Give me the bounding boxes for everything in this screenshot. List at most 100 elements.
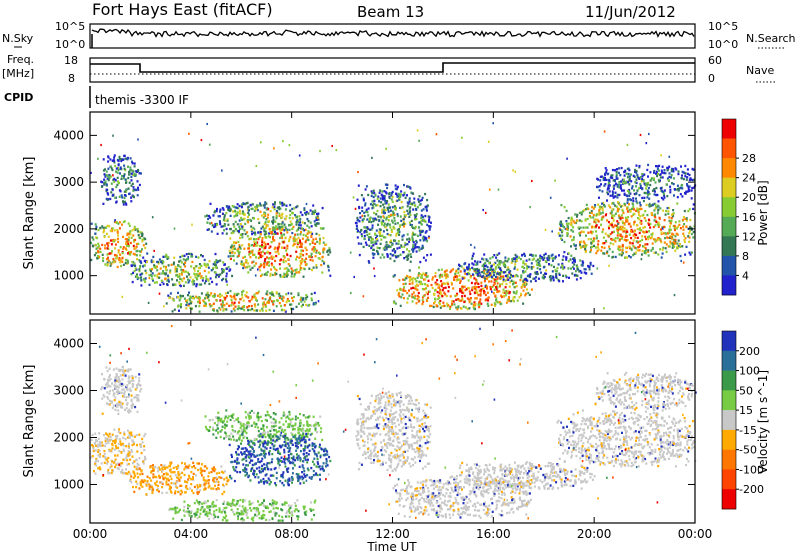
data-cell xyxy=(128,192,131,195)
data-cell xyxy=(370,228,373,231)
data-cell xyxy=(212,263,215,266)
data-cell xyxy=(279,273,282,277)
data-cell xyxy=(243,229,246,232)
data-cell xyxy=(450,283,453,286)
data-cell xyxy=(390,239,392,242)
data-cell xyxy=(146,252,149,255)
data-cell xyxy=(527,291,530,295)
data-cell xyxy=(466,266,468,269)
data-cell xyxy=(641,196,644,200)
data-cell xyxy=(395,256,398,259)
data-cell xyxy=(411,238,414,241)
data-cell xyxy=(277,252,280,255)
data-cell xyxy=(641,175,644,178)
data-cell xyxy=(405,214,408,217)
data-cell xyxy=(430,304,433,307)
data-cell xyxy=(647,193,649,196)
data-cell xyxy=(123,433,126,436)
data-cell xyxy=(660,196,663,200)
data-cell xyxy=(122,458,125,461)
data-cell xyxy=(590,241,593,244)
data-cell xyxy=(253,209,256,212)
data-cell xyxy=(101,243,104,247)
data-cell xyxy=(310,234,313,238)
data-cell xyxy=(390,198,393,201)
data-cell xyxy=(101,444,104,447)
data-cell xyxy=(451,304,453,307)
data-cell xyxy=(118,428,121,431)
data-cell xyxy=(384,202,387,205)
data-cell xyxy=(174,492,177,495)
data-cell xyxy=(300,249,303,252)
data-cell xyxy=(628,169,631,172)
data-cell xyxy=(135,188,138,192)
data-cell xyxy=(669,188,672,191)
data-cell xyxy=(182,284,185,287)
data-cell xyxy=(183,254,186,257)
data-cell xyxy=(496,290,499,294)
nsky-label: N.Sky xyxy=(2,32,34,45)
data-cell xyxy=(514,253,517,257)
data-cell xyxy=(452,276,455,279)
data-cell xyxy=(295,206,298,209)
data-cell xyxy=(327,253,330,256)
data-cell xyxy=(263,247,266,250)
data-cell xyxy=(659,239,662,242)
data-cell xyxy=(420,223,423,226)
data-cell xyxy=(290,222,293,226)
data-cell xyxy=(229,251,232,255)
data-cell xyxy=(202,276,205,280)
data-cell xyxy=(371,241,374,244)
data-cell xyxy=(382,209,385,212)
data-cell xyxy=(498,285,501,288)
data-cell xyxy=(639,182,642,186)
data-cell xyxy=(471,257,474,260)
data-cell xyxy=(429,225,432,228)
data-cell xyxy=(483,280,486,283)
data-cell xyxy=(108,392,111,395)
data-cell xyxy=(506,274,509,277)
data-cell xyxy=(628,241,631,244)
data-cell xyxy=(419,280,422,284)
data-cell xyxy=(669,240,672,243)
data-cell xyxy=(598,205,601,208)
data-cell xyxy=(207,296,210,299)
data-cell xyxy=(565,256,568,259)
data-cell xyxy=(424,236,427,239)
data-cell xyxy=(151,216,154,219)
data-cell xyxy=(207,217,210,221)
data-cell xyxy=(452,268,455,271)
data-cell xyxy=(436,290,439,294)
data-cell xyxy=(674,228,676,232)
data-cell xyxy=(273,147,275,150)
data-cell xyxy=(398,233,401,236)
data-cell xyxy=(125,190,128,193)
data-cell xyxy=(616,237,619,240)
data-cell xyxy=(580,271,583,274)
data-cell xyxy=(550,277,553,280)
data-cell xyxy=(613,230,615,233)
data-cell xyxy=(617,231,620,235)
data-cell xyxy=(248,209,250,212)
data-cell xyxy=(106,263,109,266)
data-cell xyxy=(385,147,387,150)
data-cell xyxy=(660,231,663,234)
data-cell xyxy=(503,291,506,294)
data-cell xyxy=(122,220,125,224)
data-cell xyxy=(356,216,359,220)
data-cell xyxy=(527,265,530,269)
data-cell xyxy=(167,264,170,267)
data-cell xyxy=(520,292,523,296)
data-cell xyxy=(245,295,248,298)
data-cell xyxy=(192,461,195,464)
data-cell xyxy=(271,291,273,294)
data-cell xyxy=(474,304,477,307)
data-cell xyxy=(160,260,163,264)
data-cell xyxy=(184,281,187,284)
data-cell xyxy=(671,167,673,171)
data-cell xyxy=(178,309,180,312)
data-cell xyxy=(236,292,239,296)
data-cell xyxy=(275,214,278,218)
data-cell xyxy=(595,225,597,228)
data-cell xyxy=(668,245,671,248)
